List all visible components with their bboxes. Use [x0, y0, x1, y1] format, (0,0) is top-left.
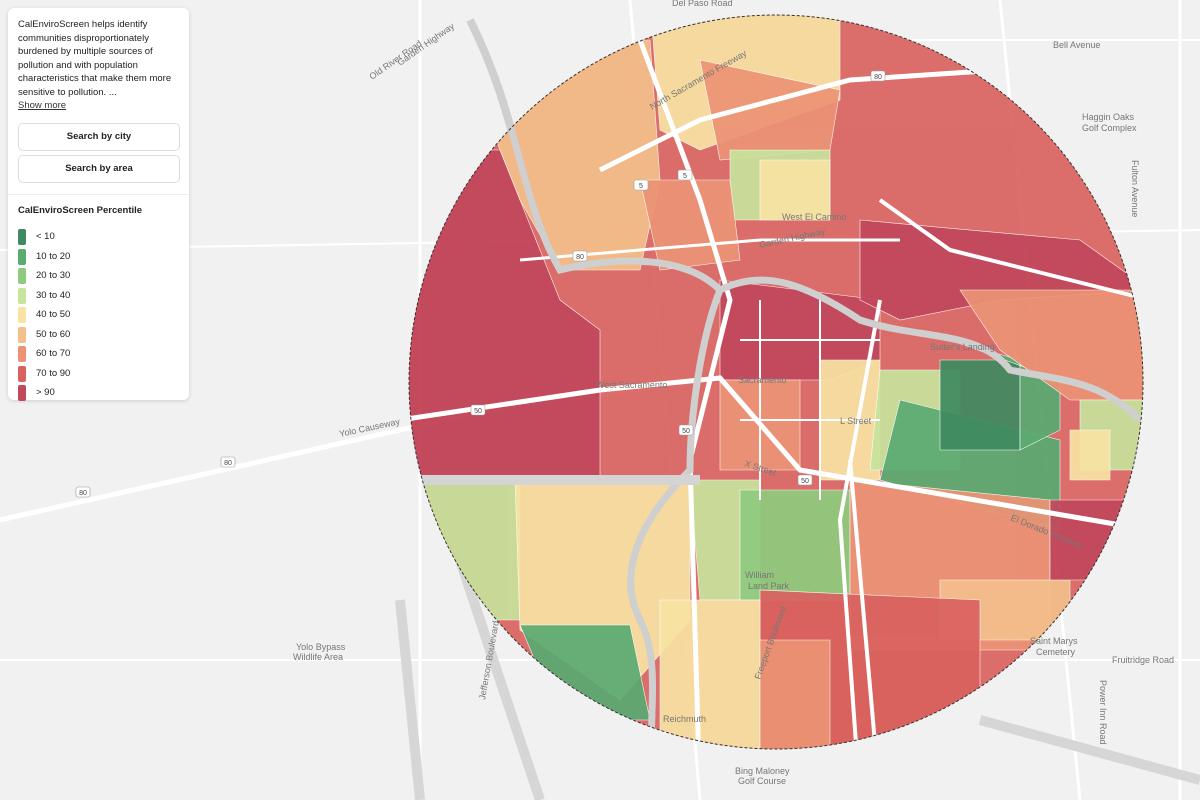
map-label: Wildlife Area [293, 652, 343, 662]
legend-swatch [18, 229, 26, 245]
legend-swatch [18, 365, 26, 382]
legend-swatch [18, 287, 26, 304]
map-label: Bell Avenue [1053, 40, 1100, 50]
legend-label: 50 to 60 [36, 328, 71, 340]
legend-swatch [18, 346, 26, 362]
legend-swatch [18, 268, 26, 284]
legend-swatch [18, 248, 26, 265]
map-label: L Street [840, 416, 872, 426]
map-label: Land Park [748, 581, 790, 591]
percentile-region [759, 159, 831, 221]
legend-swatch [18, 307, 26, 323]
road-shield [678, 424, 694, 436]
map-label: Garden Highway [395, 21, 456, 68]
road-shield [220, 456, 236, 468]
percentile-region [939, 359, 1021, 451]
road-shield [870, 70, 886, 82]
road-shield [572, 250, 588, 262]
road-shield-label: 80 [79, 490, 87, 497]
legend-swatch [18, 326, 26, 343]
map-label: Old River Road [367, 38, 423, 81]
map-label: Golf Complex [1082, 123, 1137, 133]
map-label: Fruitridge Road [1112, 655, 1174, 665]
road-shield-label: 80 [224, 460, 232, 467]
map-label: Del Paso Road [672, 0, 733, 8]
map-label: William [745, 570, 774, 580]
road-shield-label: 5 [639, 183, 643, 190]
road-shield [75, 486, 91, 498]
percentile-region [759, 639, 831, 749]
map-label: Sacramento [738, 375, 787, 385]
road-shield-label: 5 [683, 173, 687, 180]
side-panel: CalEnviroScreen helps identify communiti… [8, 8, 189, 401]
map-label: West El Camino [782, 212, 846, 222]
map-label: Yolo Bypass [296, 642, 346, 652]
map-label: Fulton Avenue [1130, 160, 1140, 217]
road-shield-label: 50 [801, 478, 809, 485]
map-label: Golf Course [738, 776, 786, 786]
legend-label: 70 to 90 [36, 367, 71, 379]
search-by-city-button[interactable]: Search by city [18, 123, 180, 151]
legend-label: 10 to 20 [36, 250, 71, 262]
map-label: Reichmuth [663, 714, 706, 724]
map-label: Power Inn Road [1098, 680, 1108, 745]
road-shield [470, 404, 486, 416]
show-more-link[interactable]: Show more [18, 100, 67, 111]
road-shield-label: 50 [474, 408, 482, 415]
legend-title: CalEnviroScreen Percentile [18, 205, 143, 216]
road-shield [797, 474, 813, 486]
road-shield [633, 179, 649, 191]
road-shield [677, 169, 693, 181]
legend-label: 30 to 40 [36, 289, 71, 301]
percentile-region [1069, 429, 1111, 481]
legend-label: < 10 [36, 231, 55, 242]
legend-label: 60 to 70 [36, 348, 71, 359]
map-label: Sutter's Landing [930, 342, 995, 352]
description: CalEnviroScreen helps identify communiti… [18, 19, 172, 98]
map-label: Haggin Oaks [1082, 112, 1135, 122]
road-shield-label: 80 [874, 74, 882, 81]
percentile-region [519, 624, 651, 721]
map-label: Cemetery [1036, 647, 1076, 657]
legend-label: 20 to 30 [36, 270, 71, 281]
map-label: Saint Marys [1030, 636, 1078, 646]
search-by-area-button[interactable]: Search by area [18, 155, 180, 183]
road-shield-label: 50 [682, 428, 690, 435]
search-area-outline [408, 14, 1144, 750]
legend-label: 40 to 50 [36, 309, 71, 320]
map-label: Bing Maloney [735, 766, 790, 776]
map-label: West Sacramento [596, 380, 667, 390]
legend-swatch [18, 385, 26, 401]
legend: CalEnviroScreen Percentile < 10 10 to 20 2… [8, 194, 189, 401]
percentile-region [409, 479, 521, 621]
road-shield-label: 80 [576, 254, 584, 261]
percentile-region [659, 599, 761, 749]
legend-label: > 90 [36, 387, 55, 398]
